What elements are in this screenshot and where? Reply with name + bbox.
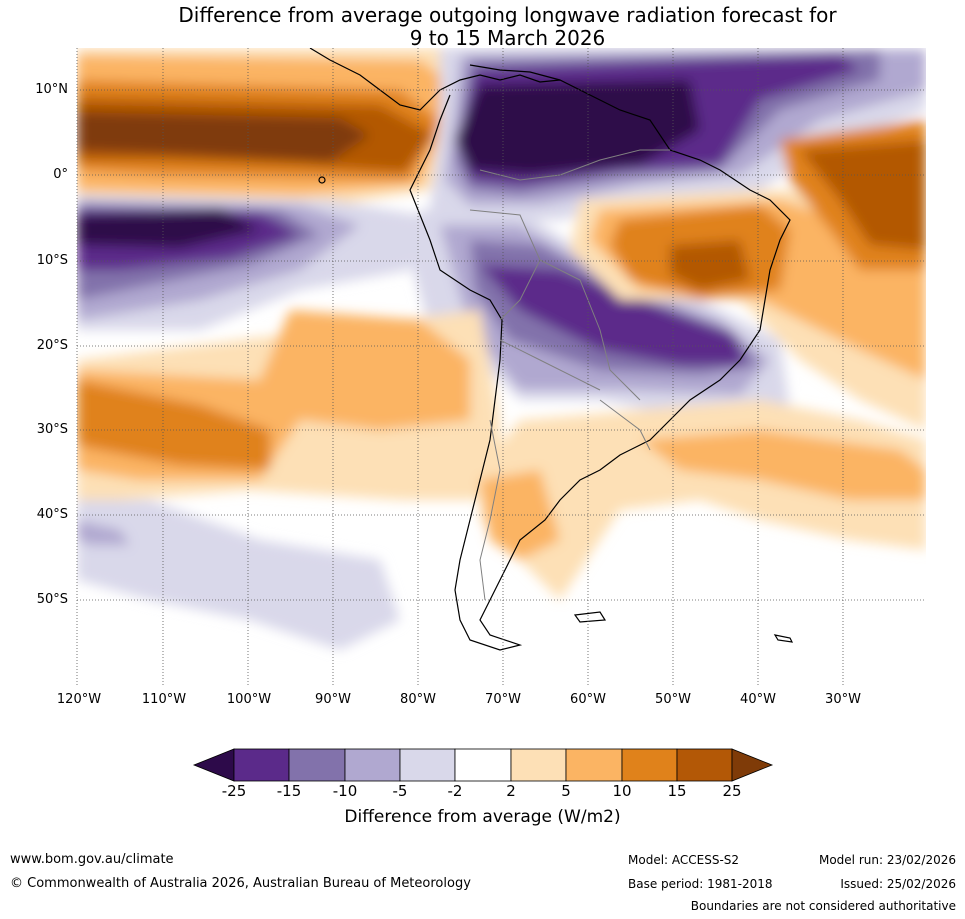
title-line-2: 9 to 15 March 2026 [409, 26, 606, 50]
lat-label-20s: 20°S [36, 338, 68, 353]
page-title: Difference from average outgoing longwav… [0, 4, 965, 50]
model-run: Model run: 23/02/2026 [818, 853, 956, 867]
website-link[interactable]: www.bom.gov.au/climate [10, 852, 174, 867]
lat-label-50s: 50°S [36, 592, 68, 607]
lon-label-80w: 80°W [400, 692, 436, 707]
colorbar-segment-2-5 [510, 748, 567, 782]
lon-label-110w: 110°W [141, 692, 187, 707]
colorbar-segment-lt-25 [192, 748, 235, 782]
lon-label-60w: 60°W [570, 692, 606, 707]
colorbar-tick: -5 [392, 782, 408, 800]
lat-label-0: 0° [53, 167, 68, 182]
colorbar-tick: 2 [506, 782, 516, 800]
colorbar-segment-25-15 [233, 748, 290, 782]
lat-label-30s: 30°S [36, 422, 68, 437]
model-info: Model: ACCESS-S2 [628, 853, 740, 867]
colorbar-tick: 15 [667, 782, 687, 800]
lon-label-40w: 40°W [740, 692, 776, 707]
colorbar-tick: 5 [561, 782, 571, 800]
disclaimer: Boundaries are not considered authoritat… [690, 899, 956, 913]
title-line-1: Difference from average outgoing longwav… [178, 3, 837, 27]
anomaly-field [77, 48, 926, 685]
colorbar-tick: -25 [221, 782, 247, 800]
colorbar [192, 748, 774, 782]
lon-label-50w: 50°W [655, 692, 691, 707]
colorbar-segment-5-10 [565, 748, 623, 782]
colorbar-tick: -2 [447, 782, 463, 800]
lon-label-100w: 100°W [226, 692, 272, 707]
colorbar-tick: -15 [276, 782, 302, 800]
colorbar-tick: -10 [332, 782, 358, 800]
lat-label-10s: 10°S [36, 253, 68, 268]
colorbar-tick: 10 [612, 782, 632, 800]
lon-label-90w: 90°W [315, 692, 351, 707]
colorbar-tick: 25 [722, 782, 742, 800]
colorbar-segment-10-15 [621, 748, 678, 782]
colorbar-segment-15-10 [288, 748, 346, 782]
base-period: Base period: 1981-2018 [628, 877, 773, 891]
colorbar-segment-15-25 [676, 748, 733, 782]
lon-label-120w: 120°W [56, 692, 102, 707]
colorbar-segment-5-2 [399, 748, 456, 782]
lat-label-10n: 10°N [35, 82, 68, 97]
copyright: © Commonwealth of Australia 2026, Austra… [10, 876, 471, 891]
lon-label-30w: 30°W [825, 692, 861, 707]
lon-label-70w: 70°W [485, 692, 521, 707]
colorbar-segment-2-2 [454, 748, 512, 782]
lat-label-40s: 40°S [36, 507, 68, 522]
colorbar-segment-10-5 [344, 748, 401, 782]
graticule [76, 48, 926, 685]
colorbar-segment-gt-25 [731, 748, 774, 782]
colorbar-title: Difference from average (W/m2) [344, 807, 621, 827]
issued-date: Issued: 25/02/2026 [840, 877, 956, 891]
